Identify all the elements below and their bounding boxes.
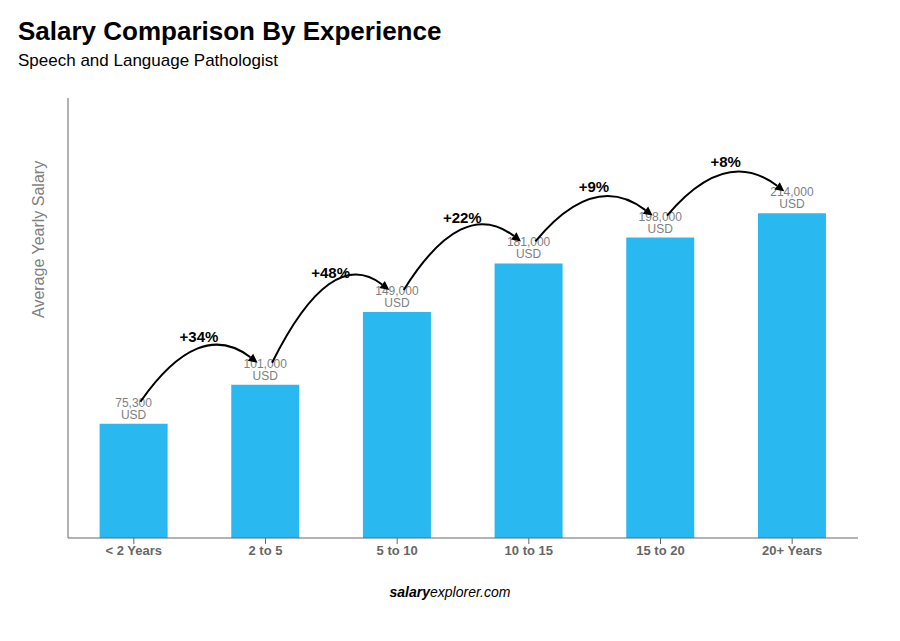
html-text:Speech and Language Pathologis: Speech and Language Pathologist bbox=[18, 51, 278, 70]
svg-text:Average Yearly Salary: Average Yearly Salary bbox=[30, 161, 47, 318]
svg-text:+8%: +8% bbox=[710, 153, 740, 170]
svg-text:+9%: +9% bbox=[579, 178, 609, 195]
svg-text:15 to 20: 15 to 20 bbox=[636, 543, 684, 558]
html-text:USD: USD bbox=[252, 368, 278, 383]
svg-text:2 to 5: 2 to 5 bbox=[249, 543, 283, 558]
html-text:USD: USD bbox=[384, 295, 410, 310]
svg-text:10 to 15: 10 to 15 bbox=[505, 543, 553, 558]
html-text:198,000: 198,000 bbox=[638, 209, 682, 224]
html-text:101,000: 101,000 bbox=[243, 356, 287, 371]
svg-text:20+ Years: 20+ Years bbox=[762, 543, 822, 558]
svg-text:+22%: +22% bbox=[443, 209, 482, 226]
svg-text:75,300USD: 75,300USD bbox=[115, 396, 152, 422]
html-text:salary explorer.com: salary explorer.com bbox=[389, 584, 511, 600]
html-text:149,000: 149,000 bbox=[375, 283, 419, 298]
svg-text:+34%: +34% bbox=[180, 328, 219, 345]
html-text:214,000: 214,000 bbox=[770, 185, 814, 200]
svg-text:< 2 Years: < 2 Years bbox=[106, 543, 163, 558]
html-text:USD: USD bbox=[779, 197, 805, 212]
html-text:181,000: 181,000 bbox=[506, 235, 551, 250]
html-text:Salary Comparison By Experienc: Salary Comparison By Experience bbox=[18, 16, 442, 46]
html-text:USD: USD bbox=[647, 221, 673, 236]
svg-text:+48%: +48% bbox=[311, 264, 350, 281]
svg-text:5 to 10: 5 to 10 bbox=[377, 543, 418, 558]
html-text:USD: USD bbox=[515, 247, 542, 262]
